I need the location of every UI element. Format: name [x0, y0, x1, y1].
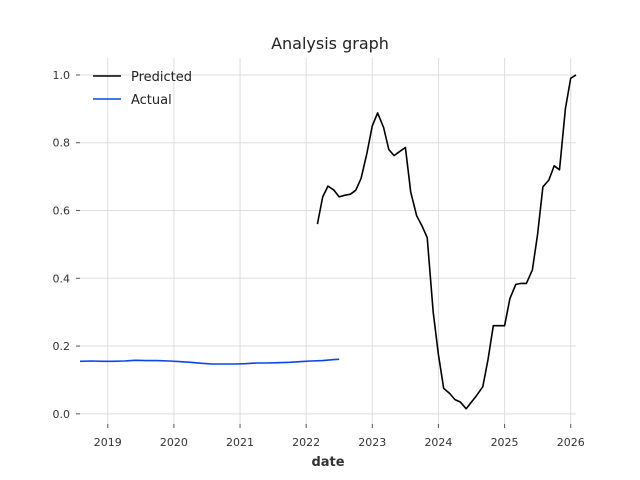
series-line-actual — [79, 358, 340, 365]
x-tick-label: 2025 — [491, 436, 519, 449]
y-tick-label: 0.8 — [53, 137, 71, 150]
legend: Predicted Actual — [93, 70, 192, 108]
x-tick-label: 2022 — [292, 436, 320, 449]
x-tick-label: 2023 — [358, 436, 386, 449]
series-layer — [79, 74, 577, 410]
x-tick-label: 2026 — [557, 436, 585, 449]
series-line-predicted — [316, 74, 577, 410]
x-tick-label: 2020 — [160, 436, 188, 449]
legend-label-actual: Actual — [131, 93, 172, 108]
x-tick-label: 2019 — [94, 436, 122, 449]
x-tick-label: 2021 — [226, 436, 254, 449]
legend-label-predicted: Predicted — [131, 70, 192, 85]
y-tick-label: 1.0 — [53, 69, 71, 82]
chart-title: Analysis graph — [271, 34, 389, 53]
axis-layer: 2019 2020 2021 2022 2023 2024 2025 2026 0.0 0.2 0.… — [53, 69, 585, 449]
x-axis-title: date — [311, 455, 344, 470]
y-tick-label: 0.2 — [53, 340, 71, 353]
y-tick-label: 0.4 — [53, 272, 71, 285]
y-tick-label: 0.6 — [53, 205, 71, 218]
grid-layer — [80, 58, 576, 424]
y-tick-label: 0.0 — [53, 408, 71, 421]
x-tick-label: 2024 — [424, 436, 452, 449]
